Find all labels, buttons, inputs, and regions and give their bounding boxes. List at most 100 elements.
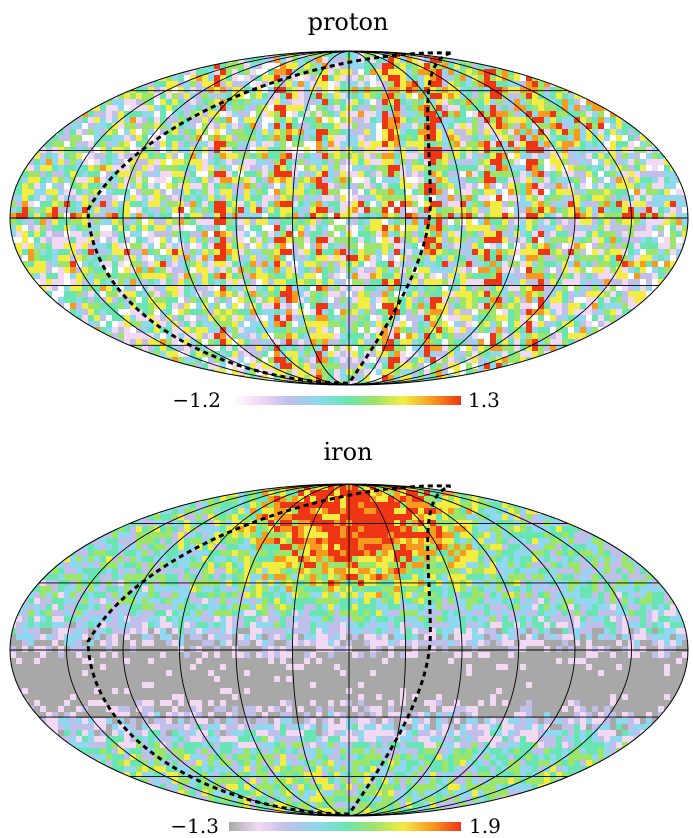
map-pixel [580,285,587,292]
map-pixel [316,261,323,268]
map-pixel [358,177,365,184]
map-pixel [448,69,455,76]
map-pixel [478,321,485,328]
map-pixel [484,357,491,364]
map-pixel [274,171,281,178]
map-pixel [478,357,485,364]
map-pixel [556,345,563,352]
map-pixel [568,201,575,208]
map-pixel [574,177,581,184]
map-pixel [274,219,281,226]
map-pixel [610,231,617,238]
map-pixel [298,237,305,244]
map-pixel [610,225,617,232]
map-pixel [322,255,329,262]
map-pixel [52,237,59,244]
map-pixel [634,273,641,280]
map-pixel [370,111,377,118]
map-pixel [394,297,401,304]
map-pixel [82,183,89,190]
map-pixel [124,159,131,166]
map-pixel [322,81,329,88]
map-pixel [172,117,179,124]
map-pixel [352,345,359,352]
map-pixel [124,231,131,238]
map-pixel [94,171,101,178]
map-pixel [430,141,437,148]
map-pixel [94,183,101,190]
map-pixel [430,267,437,274]
map-pixel [472,261,479,268]
map-pixel [58,255,65,262]
map-pixel [370,339,377,346]
map-pixel [64,153,71,160]
map-pixel [292,63,299,70]
map-pixel [298,93,305,100]
map-pixel [580,207,587,214]
map-pixel [322,165,329,172]
map-pixel [112,267,119,274]
map-pixel [364,69,371,76]
map-pixel [268,135,275,142]
map-pixel [334,81,341,88]
map-pixel [568,183,575,190]
map-pixel [388,219,395,226]
map-pixel [274,339,281,346]
map-pixel [214,141,221,148]
map-pixel [358,51,365,58]
map-pixel [304,291,311,298]
map-pixel [238,105,245,112]
map-pixel [100,237,107,244]
map-pixel [40,225,47,232]
map-pixel [532,117,539,124]
map-pixel [580,291,587,298]
map-pixel [172,261,179,268]
map-pixel [460,369,467,376]
map-pixel [466,159,473,166]
map-pixel [196,189,203,196]
map-pixel [238,69,245,76]
map-pixel [232,327,239,334]
map-pixel [592,243,599,250]
map-pixel [286,369,293,376]
map-pixel [160,105,167,112]
map-pixel [400,369,407,376]
map-pixel [322,201,329,208]
map-pixel [316,363,323,370]
map-pixel [640,195,647,202]
map-pixel [166,219,173,226]
map-pixel [364,303,371,310]
map-pixel [58,195,65,202]
map-pixel [532,135,539,142]
map-pixel [466,93,473,100]
map-pixel [148,189,155,196]
map-pixel [172,315,179,322]
map-pixel [382,237,389,244]
map-pixel [196,315,203,322]
map-pixel [142,273,149,280]
map-pixel [448,123,455,130]
map-pixel [556,111,563,118]
map-pixel [406,75,413,82]
map-pixel [220,183,227,190]
map-pixel [382,123,389,130]
map-pixel [94,285,101,292]
map-pixel [676,183,683,190]
map-pixel [118,219,125,226]
map-pixel [256,117,263,124]
map-pixel [280,339,287,346]
map-pixel [520,123,527,130]
map-pixel [154,153,161,160]
map-pixel [652,255,659,262]
map-pixel [556,123,563,130]
map-pixel [526,327,533,334]
map-pixel [160,339,167,346]
map-pixel [328,189,335,196]
map-pixel [532,321,539,328]
map-pixel [340,117,347,124]
map-pixel [166,105,173,112]
map-pixel [76,255,83,262]
map-pixel [352,309,359,316]
map-pixel [532,237,539,244]
map-pixel [586,135,593,142]
